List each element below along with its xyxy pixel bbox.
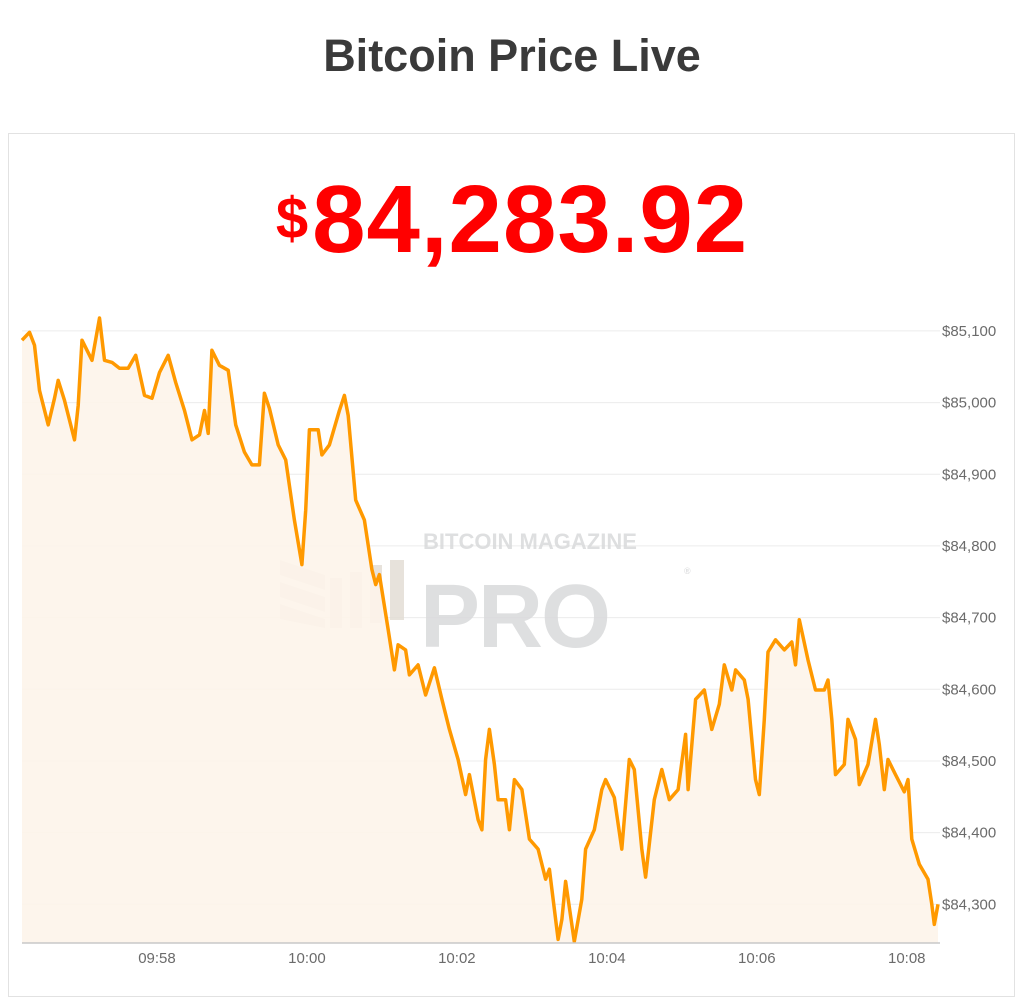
x-axis: 09:58 10:00 10:02 10:04 10:06 10:08	[138, 950, 925, 967]
watermark-line2: PRO	[420, 567, 609, 667]
x-tick-label: 09:58	[138, 950, 176, 967]
x-tick-label: 10:08	[888, 950, 926, 967]
watermark-registered-mark: ®	[684, 566, 691, 576]
y-tick-label: $84,300	[942, 896, 996, 913]
currency-symbol: $	[275, 186, 309, 251]
y-tick-label: $85,100	[942, 323, 996, 340]
price-area-fill	[22, 318, 938, 943]
y-tick-label: $84,600	[942, 681, 996, 698]
y-tick-label: $84,500	[942, 753, 996, 770]
y-tick-label: $84,700	[942, 610, 996, 627]
y-tick-label: $84,400	[942, 825, 996, 842]
current-price: $84,283.92	[0, 165, 1024, 275]
data-points	[21, 317, 939, 942]
page-title: Bitcoin Price Live	[323, 30, 701, 81]
y-axis: $84,300 $84,400 $84,500 $84,600 $84,700 $84,8…	[942, 323, 996, 913]
x-tick-label: 10:00	[288, 950, 326, 967]
price-card	[8, 133, 1015, 997]
watermark-line1: BITCOIN MAGAZINE	[423, 529, 637, 554]
x-tick-label: 10:02	[438, 950, 476, 967]
x-tick-label: 10:06	[738, 950, 776, 967]
y-tick-label: $84,900	[942, 466, 996, 483]
x-tick-label: 10:04	[588, 950, 626, 967]
y-tick-label: $85,000	[942, 395, 996, 412]
y-tick-label: $84,800	[942, 538, 996, 555]
price-line	[20, 316, 940, 944]
price-value: 84,283.92	[312, 166, 749, 273]
